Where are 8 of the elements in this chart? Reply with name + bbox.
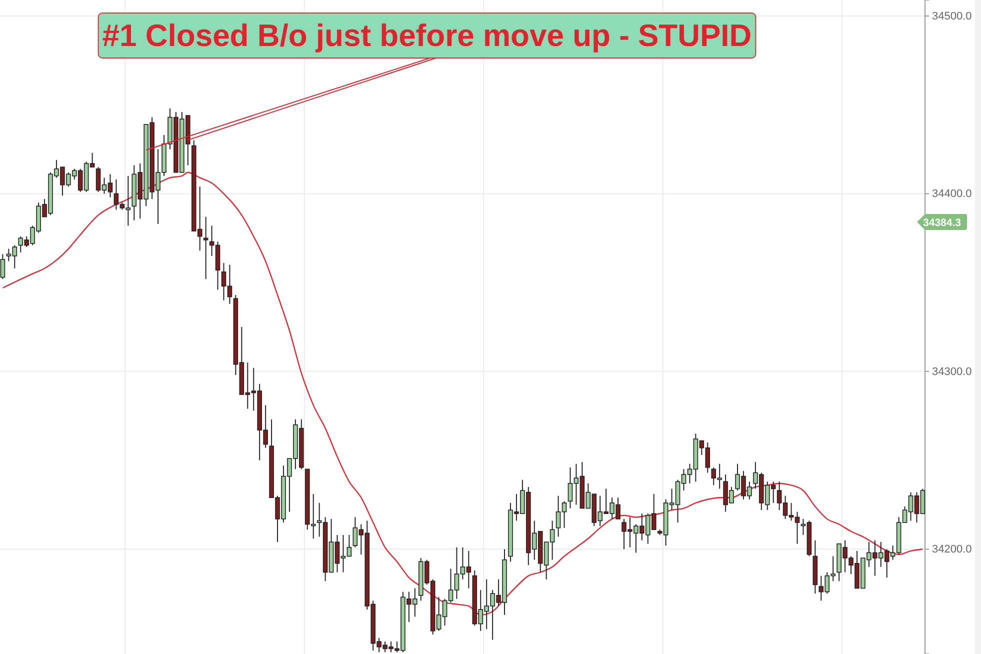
y-tick-label: 34200.0 xyxy=(932,544,972,556)
candlestick xyxy=(203,216,208,280)
y-tick-label: 34300.0 xyxy=(932,366,972,378)
y-tick-label: 34400.0 xyxy=(932,188,972,200)
annotation: 34384.3 xyxy=(923,217,962,229)
candlestick xyxy=(0,254,6,280)
y-tick-label: 34500.0 xyxy=(932,10,972,23)
annotation: #1 Closed B/o just before move up - STUPID xyxy=(102,18,752,53)
